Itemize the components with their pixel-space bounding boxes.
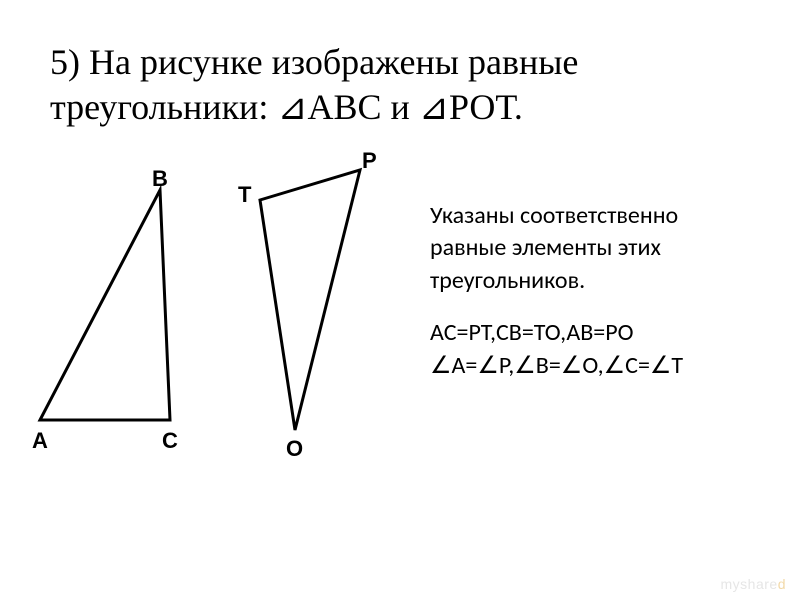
- watermark: myshared: [721, 576, 786, 592]
- explanation-block2: AC=PT,CB=TO,AB=PO ∠A=∠P,∠B=∠O,∠C=∠T: [430, 317, 770, 382]
- triangle-abc: [40, 190, 170, 420]
- triangle-glyph-1: ⊿: [277, 87, 307, 127]
- title-line1: 5) На рисунке изображены равные: [50, 42, 578, 82]
- equal-angles: ∠A=∠P,∠B=∠O,∠C=∠T: [430, 350, 770, 382]
- slide-title: 5) На рисунке изображены равные треуголь…: [50, 40, 750, 130]
- triangles-svg: [30, 160, 410, 460]
- triangle-glyph-2: ⊿: [419, 87, 449, 127]
- watermark-prefix: myshare: [721, 576, 778, 592]
- vertex-label-a: A: [32, 428, 48, 454]
- explain-line1: Указаны соответственно: [430, 200, 770, 232]
- explanation-text: Указаны соответственно равные элементы э…: [430, 200, 770, 382]
- triangles-diagram: ABCTPO: [30, 160, 410, 460]
- vertex-label-b: B: [152, 166, 168, 192]
- vertex-label-t: T: [238, 182, 251, 208]
- equal-sides: AC=PT,CB=TO,AB=PO: [430, 317, 770, 349]
- title-tri2: РОТ.: [449, 87, 523, 127]
- explain-line2: равные элементы этих: [430, 232, 770, 264]
- title-tri1: АВС: [308, 87, 382, 127]
- watermark-accent: d: [778, 576, 786, 592]
- explain-line3: треугольников.: [430, 265, 770, 297]
- explanation-block1: Указаны соответственно равные элементы э…: [430, 200, 770, 297]
- title-conj: и: [382, 87, 419, 127]
- triangle-pot: [260, 170, 360, 430]
- vertex-label-p: P: [362, 148, 377, 174]
- title-line2-prefix: треугольники:: [50, 87, 277, 127]
- vertex-label-o: O: [286, 436, 303, 462]
- vertex-label-c: C: [162, 428, 178, 454]
